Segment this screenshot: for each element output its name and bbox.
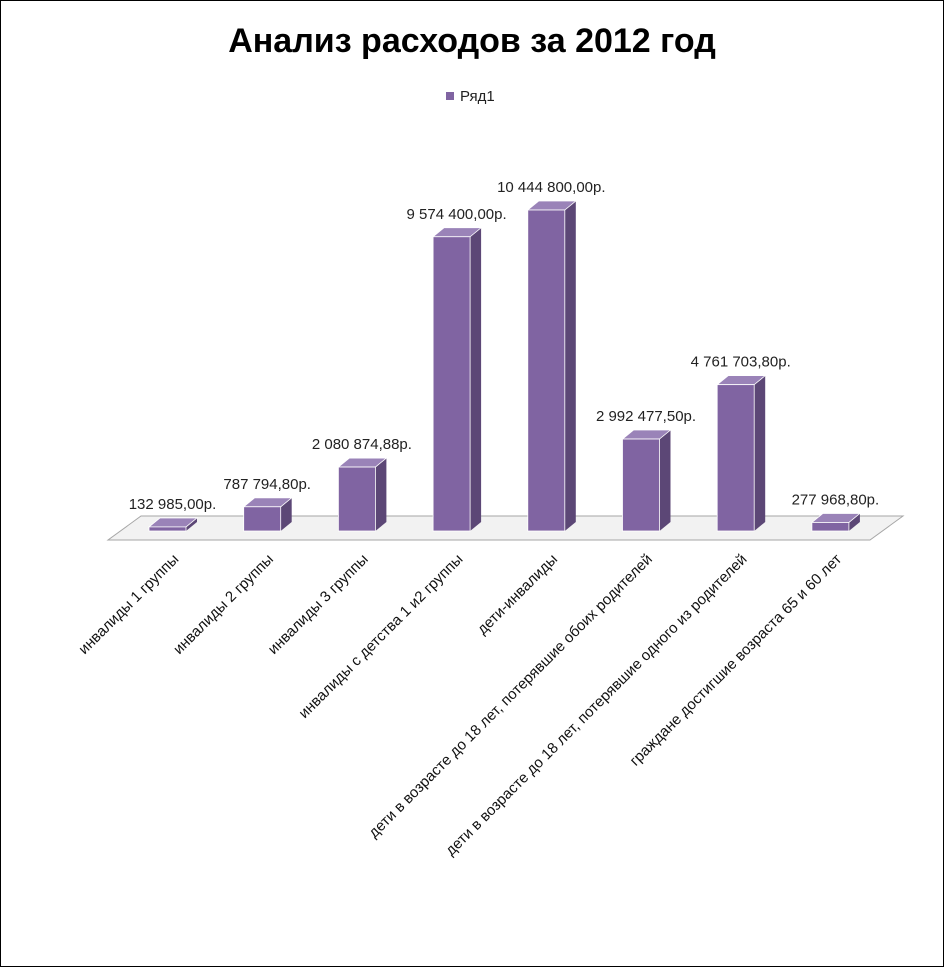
- bar: [148, 526, 187, 532]
- bar-side: [754, 375, 766, 531]
- data-label: 787 794,80р.: [223, 476, 311, 493]
- bar-side: [470, 227, 482, 531]
- category-label: инвалиды с детства 1 и2 группы: [295, 551, 466, 722]
- data-label: 4 761 703,80р.: [691, 354, 791, 371]
- category-label: дети-инвалиды: [474, 551, 561, 638]
- chart-title: Анализ расходов за 2012 год: [228, 22, 716, 60]
- data-label: 2 080 874,88р.: [312, 436, 412, 453]
- data-label: 2 992 477,50р.: [596, 408, 696, 425]
- category-label: инвалиды 2 группы: [170, 551, 277, 658]
- bar-side: [659, 430, 671, 531]
- bar-side: [375, 458, 387, 531]
- legend: Ряд1: [446, 86, 495, 106]
- bar: [716, 384, 755, 532]
- bar: [527, 209, 566, 532]
- data-label: 132 985,00р.: [129, 496, 217, 513]
- bar-side: [848, 513, 860, 531]
- legend-label: Ряд1: [460, 87, 495, 105]
- category-label: граждане достигшие возраста 65 и 60 лет: [627, 551, 846, 770]
- bar: [337, 466, 376, 532]
- data-label: 10 444 800,00р.: [497, 179, 605, 196]
- bar: [432, 236, 471, 532]
- data-label: 9 574 400,00р.: [407, 206, 507, 223]
- category-label: инвалиды 1 группы: [75, 551, 182, 658]
- bar-side: [564, 201, 576, 531]
- bar: [243, 506, 282, 532]
- bar: [622, 438, 660, 532]
- legend-swatch: [446, 92, 454, 100]
- bar-side: [186, 517, 197, 531]
- bar-side: [280, 497, 292, 531]
- category-label: инвалиды 3 группы: [265, 551, 372, 658]
- data-label: 277 968,80р.: [792, 491, 880, 508]
- chart-floor: [106, 515, 905, 541]
- bar: [811, 522, 850, 532]
